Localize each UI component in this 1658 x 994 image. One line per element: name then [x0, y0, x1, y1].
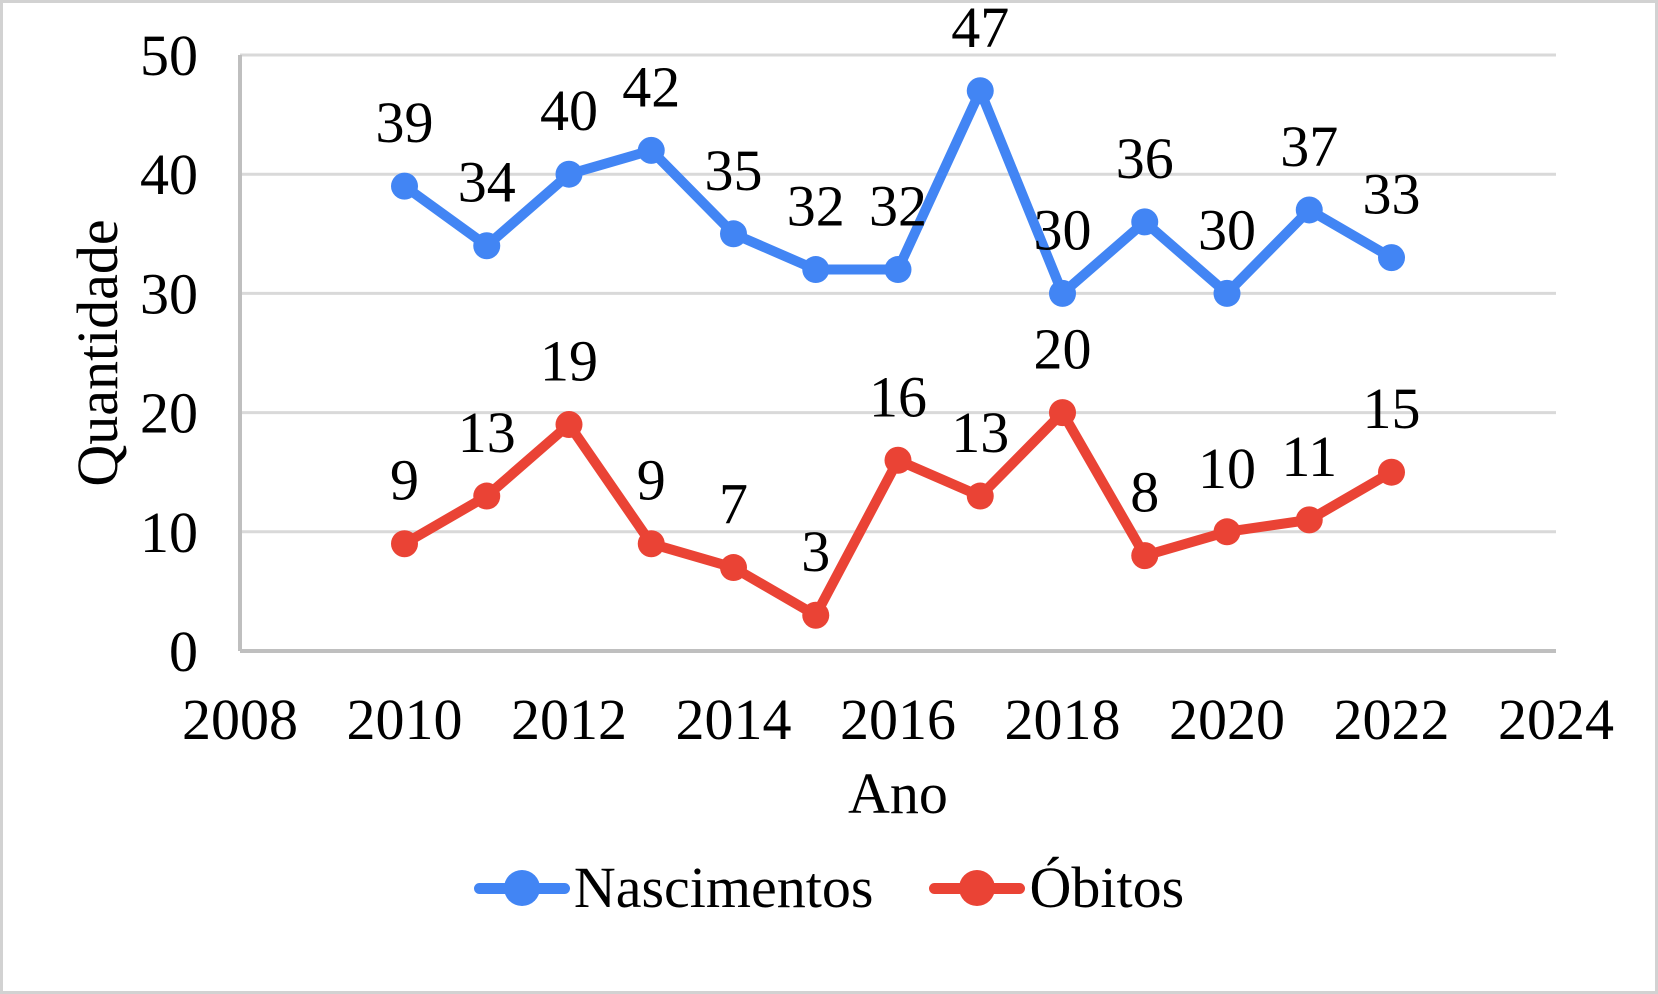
marker-nascimentos-2014: [720, 220, 747, 248]
x-tick-label-2022: 2022: [1334, 687, 1450, 752]
x-tick-label-2010: 2010: [347, 687, 463, 752]
marker-obitos-2011: [473, 482, 501, 510]
data-label-obitos-2020: 10: [1198, 436, 1256, 501]
y-tick-label-40: 40: [140, 142, 198, 207]
marker-nascimentos-2018: [1049, 279, 1076, 307]
x-tick-label-2018: 2018: [1005, 687, 1121, 752]
x-tick-label-2024: 2024: [1498, 687, 1614, 752]
y-axis-title: Quantidade: [65, 219, 130, 487]
marker-obitos-2013: [637, 530, 665, 558]
x-tick-label-2020: 2020: [1169, 687, 1285, 752]
nascimentos-line-marker-icon: [473, 866, 570, 910]
data-label-nascimentos-2013: 42: [622, 54, 680, 119]
marker-obitos-2010: [391, 530, 418, 558]
data-label-obitos-2017: 13: [951, 400, 1009, 465]
legend-item-nascimentos: Nascimentos: [473, 855, 874, 920]
marker-nascimentos-2022: [1378, 244, 1405, 272]
y-tick-label-0: 0: [169, 619, 198, 684]
marker-nascimentos-2013: [637, 136, 665, 164]
marker-obitos-2017: [966, 482, 994, 510]
y-tick-label-50: 50: [140, 23, 198, 88]
data-label-obitos-2011: 13: [458, 400, 516, 465]
marker-obitos-2021: [1295, 506, 1323, 534]
marker-nascimentos-2016: [884, 256, 912, 284]
marker-obitos-2014: [720, 554, 747, 582]
data-label-nascimentos-2010: 39: [376, 90, 434, 155]
data-label-obitos-2016: 16: [869, 364, 927, 429]
marker-nascimentos-2012: [555, 160, 583, 188]
marker-obitos-2018: [1049, 399, 1076, 427]
data-label-obitos-2018: 20: [1034, 317, 1092, 382]
marker-nascimentos-2011: [473, 232, 501, 260]
marker-obitos-2015: [802, 601, 830, 629]
y-tick-label-30: 30: [140, 261, 198, 326]
data-label-nascimentos-2018: 30: [1034, 197, 1092, 262]
x-tick-label-2016: 2016: [840, 687, 956, 752]
data-label-obitos-2012: 19: [540, 329, 598, 394]
x-tick-label-2014: 2014: [676, 687, 792, 752]
marker-obitos-2020: [1213, 518, 1241, 546]
legend-item-obitos: Óbitos: [929, 859, 1184, 917]
marker-obitos-2012: [555, 411, 583, 439]
data-label-nascimentos-2015: 32: [787, 174, 845, 239]
data-label-obitos-2022: 15: [1363, 376, 1421, 441]
data-label-nascimentos-2019: 36: [1116, 126, 1174, 191]
x-axis-title: Ano: [848, 761, 948, 826]
data-label-nascimentos-2020: 30: [1198, 197, 1256, 262]
data-label-nascimentos-2022: 33: [1363, 162, 1421, 227]
marker-nascimentos-2020: [1213, 279, 1241, 307]
obitos-legend-dot: [959, 870, 996, 906]
data-label-nascimentos-2014: 35: [705, 138, 763, 203]
legend: Nascimentos Óbitos: [3, 859, 1655, 917]
marker-obitos-2022: [1378, 458, 1405, 486]
data-label-nascimentos-2021: 37: [1280, 114, 1338, 179]
data-label-nascimentos-2017: 47: [951, 3, 1009, 60]
x-tick-label-2008: 2008: [182, 687, 298, 752]
nascimentos-legend-dot: [503, 870, 540, 906]
marker-nascimentos-2017: [966, 77, 994, 105]
marker-obitos-2019: [1131, 542, 1159, 570]
obitos-line-marker-icon: [929, 866, 1026, 910]
y-tick-label-20: 20: [140, 381, 198, 446]
marker-nascimentos-2019: [1131, 208, 1159, 236]
data-label-nascimentos-2011: 34: [458, 150, 516, 215]
data-label-obitos-2021: 11: [1281, 424, 1337, 489]
marker-nascimentos-2021: [1295, 196, 1323, 224]
data-label-obitos-2015: 3: [801, 519, 830, 584]
data-label-obitos-2019: 8: [1130, 460, 1159, 525]
marker-nascimentos-2010: [391, 172, 418, 200]
legend-label-nascimentos: Nascimentos: [573, 855, 874, 920]
data-label-nascimentos-2012: 40: [540, 78, 598, 143]
data-label-obitos-2010: 9: [390, 448, 419, 513]
y-tick-label-10: 10: [140, 500, 198, 565]
x-tick-label-2012: 2012: [511, 687, 627, 752]
data-label-obitos-2014: 7: [719, 472, 748, 537]
legend-label-obitos: Óbitos: [1029, 855, 1185, 920]
data-label-obitos-2013: 9: [637, 448, 666, 513]
marker-obitos-2016: [884, 446, 912, 474]
data-label-nascimentos-2016: 32: [869, 174, 927, 239]
marker-nascimentos-2015: [802, 256, 830, 284]
